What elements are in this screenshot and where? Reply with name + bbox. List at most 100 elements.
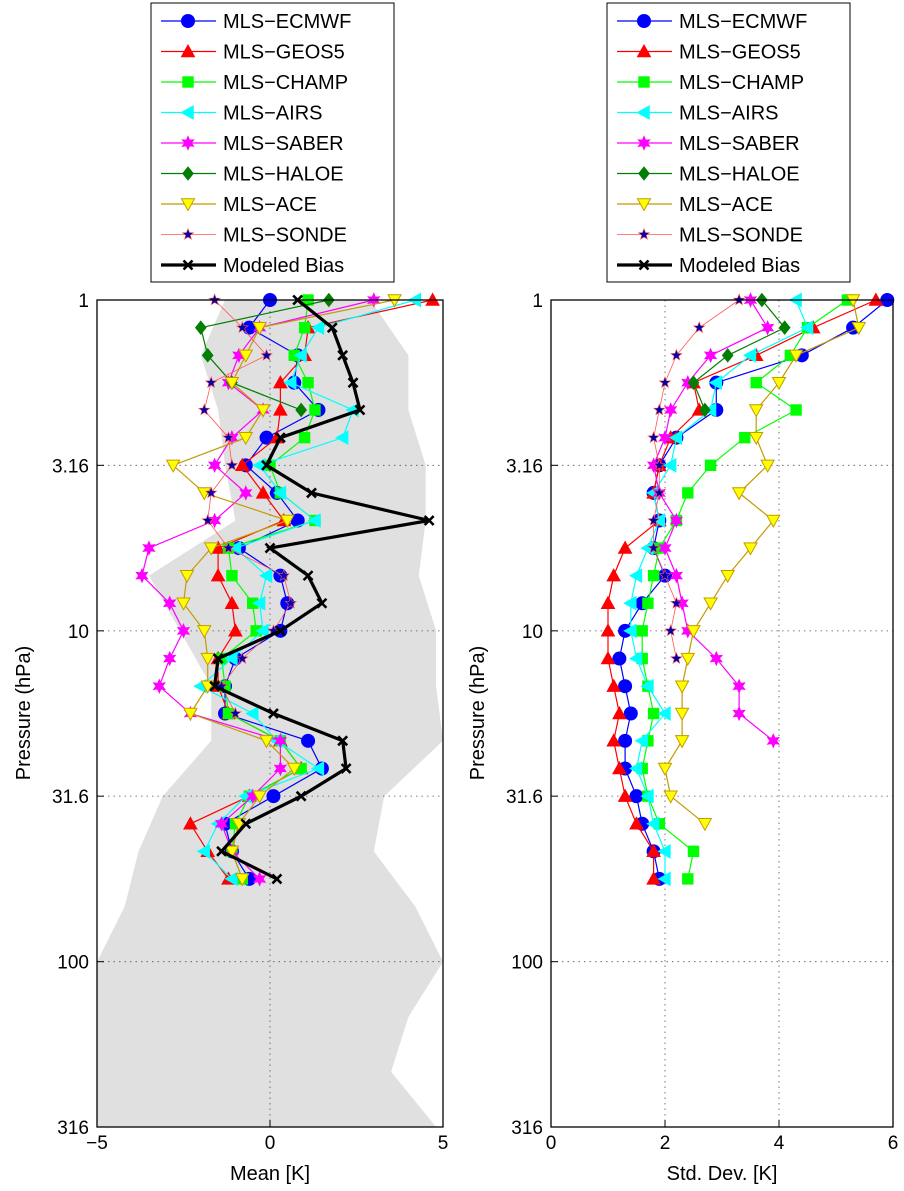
modeled-bias-line [212,298,430,881]
legend-entry-mls-saber: MLS−SABER [617,133,800,155]
mls-sonde-point-9 [647,541,661,554]
modeled-bias-point-16 [337,735,349,747]
mls-saber-point-15 [732,705,746,722]
mls-ace-point-11 [703,597,718,611]
legend-mls-ace-point-0 [636,198,652,212]
mls-ace-point-12 [686,625,701,639]
mls-ace-point-16 [674,735,690,749]
mls-sonde-point-7 [204,486,218,499]
mls-champ-line [220,299,317,880]
mls-airs-point-3 [708,375,722,391]
mls-airs-point-15 [245,706,259,721]
mls-champ-point-3 [750,376,762,389]
mls-saber-point-14 [732,678,746,694]
series-mls-haloe [687,292,791,418]
mls-ace-point-2 [788,349,804,363]
mls-champ-point-5 [739,431,751,444]
legend-mls-sonde-point-0 [637,227,651,240]
modeled-bias-point-11 [316,597,328,609]
mls-ecmwf-line [618,299,888,880]
mls-ace-point-17 [657,762,673,777]
ticks-left: −5 0 5 1 3.16 10 31.6 100 316 [52,291,448,1154]
legend-label: MLS−CHAMP [223,72,348,94]
legend-modeled-bias-point-0 [182,259,194,271]
legend-mls-champ-point-0 [638,76,650,88]
modeled-bias-point-9 [264,542,276,554]
legend-left: MLS−ECMWF MLS−GEOS5 MLS−CHAMP MLS−AIRS MLS−S… [150,2,395,283]
y-axis-label-right: Pressure (hPa) [467,646,489,781]
mls-geos5-point-20 [646,843,661,858]
mls-geos5-point-10 [606,568,622,582]
legend-entry-mls-airs: MLS−AIRS [161,103,322,125]
mls-ecmwf-point-18 [266,789,281,804]
mls-sonde-point-8 [201,513,215,526]
mls-geos5-point-9 [617,540,633,554]
modeled-bias-point-7 [306,487,317,499]
legend-label: Modeled Bias [679,255,800,277]
mls-champ-point-11 [642,597,654,609]
legend-mls-airs-point-0 [636,105,650,120]
mls-saber-point-8 [669,512,684,529]
mls-airs-point-6 [663,457,677,473]
mls-saber-point-14 [152,678,166,694]
mls-saber-point-16 [766,733,780,749]
mls-ace-point-2 [238,349,254,363]
mls-champ-point-12 [636,625,648,637]
x-axis-label-right: Std. Dev. [K] [667,1163,778,1185]
modeled-bias-point-17 [340,763,352,774]
mls-champ-point-5 [298,431,311,444]
mls-ace-point-18 [663,790,679,804]
modeled-bias-point-20 [216,845,227,857]
legend-entry-mls-ecmwf: MLS−ECMWF [161,11,351,33]
mls-airs-point-12 [623,623,637,639]
series-mls-sonde [197,293,298,719]
legend-entry-mls-ecmwf: MLS−ECMWF [617,11,807,33]
mls-sonde-point-3 [204,375,218,389]
legend-label: MLS−GEOS5 [679,42,801,64]
mls-ace-point-4 [748,404,764,418]
mls-ace-point-7 [196,487,212,501]
axes-right: 0 2 4 6 1 3.16 10 31.6 100 316 Std. Dev. [K] Pres… [467,291,898,1185]
mls-airs-point-20 [657,844,671,859]
mls-ace-point-4 [255,404,271,418]
mls-airs-point-18 [640,788,654,804]
mls-sonde-point-6 [652,458,666,471]
mls-airs-point-3 [283,375,297,391]
mls-airs-point-2 [293,348,307,363]
mls-ace-point-3 [224,376,240,391]
mls-geos5-point-11 [600,595,616,609]
mls-sonde-point-1 [235,320,249,334]
mls-geos5-point-17 [612,760,627,775]
mls-geos5-point-4 [273,402,288,416]
x-tick-label: 6 [888,1133,899,1154]
mls-ace-point-1 [252,321,267,336]
mls-airs-point-7 [272,485,287,501]
mls-saber-point-10 [135,567,149,584]
mls-saber-point-1 [760,319,775,336]
mls-sonde-point-6 [225,458,239,471]
mls-geos5-point-11 [224,595,240,609]
series-mls-airs [623,292,814,887]
mls-ace-point-14 [674,680,690,694]
y-tick-label: 31.6 [52,787,89,808]
legend-entry-mls-sonde: MLS−SONDE [617,225,803,247]
mls-airs-point-15 [657,706,671,721]
mls-haloe-point-4 [699,402,711,418]
mls-geos5-point-18 [617,788,633,802]
axes-left: −5 0 5 1 3.16 10 31.6 100 316 Mean [K] Pressure … [13,291,448,1185]
legend-right: MLS−ECMWF MLS−GEOS5 MLS−CHAMP MLS−AIRS MLS−S… [606,2,851,283]
y-tick-label: 316 [511,1118,543,1139]
x-tick-label: 0 [546,1133,557,1154]
y-tick-label: 316 [57,1118,89,1139]
mls-ace-point-5 [748,431,764,446]
x-tick-label: 5 [438,1133,449,1154]
mls-ace-point-11 [176,597,191,611]
modeled-bias-point-13 [212,653,224,664]
mls-haloe-point-4 [295,402,307,418]
series-right [600,292,895,887]
mls-haloe-point-2 [721,348,734,363]
mls-champ-point-10 [647,569,660,582]
mls-geos5-point-12 [600,623,616,637]
mls-airs-point-8 [651,513,665,528]
mls-ace-point-16 [259,735,274,749]
